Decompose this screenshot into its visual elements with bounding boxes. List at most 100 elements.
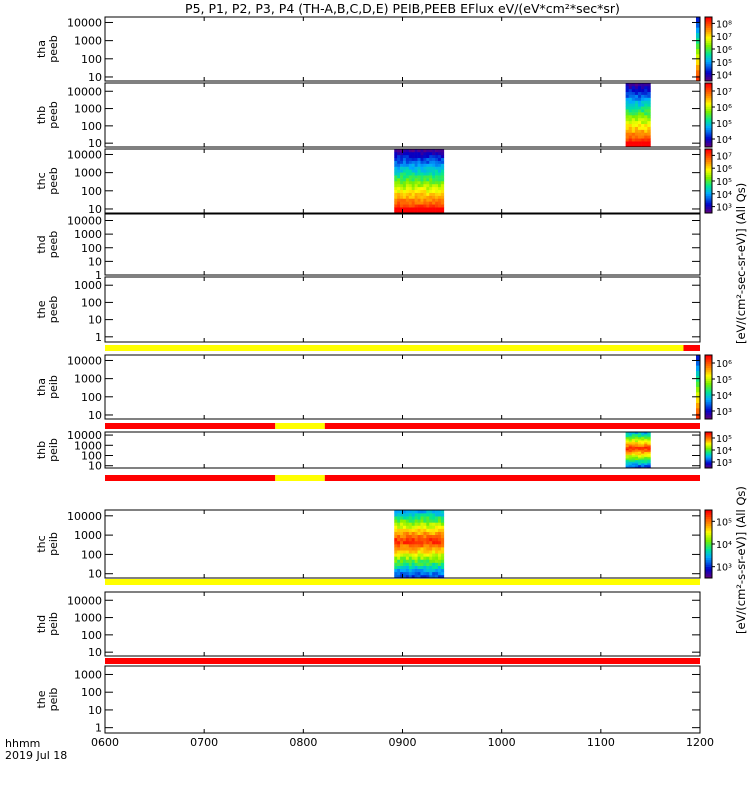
data-cell xyxy=(440,562,445,566)
colorbar-cell xyxy=(705,457,712,459)
data-cell xyxy=(647,115,651,119)
colorbar-cell xyxy=(705,573,712,577)
data-cell xyxy=(414,178,418,182)
probe-label: thb xyxy=(35,441,48,459)
data-cell xyxy=(414,204,418,208)
data-cell xyxy=(405,537,410,542)
data-cell xyxy=(394,571,398,576)
data-cell xyxy=(405,522,410,526)
data-cell xyxy=(625,433,630,436)
y-tick-label: 1000 xyxy=(74,167,102,180)
data-cell xyxy=(408,513,413,517)
data-cell xyxy=(397,550,401,554)
data-cell xyxy=(420,195,424,199)
colorbar-cell xyxy=(705,202,712,205)
flag-bar-thc-peib xyxy=(105,579,700,585)
data-cell xyxy=(625,459,630,462)
data-cell xyxy=(696,65,700,71)
colorbar-cell xyxy=(705,458,712,460)
data-cell xyxy=(631,103,636,107)
data-cell xyxy=(625,450,630,452)
data-cell xyxy=(696,365,700,372)
data-cell xyxy=(647,445,651,448)
data-cell xyxy=(402,513,407,517)
data-cell xyxy=(638,450,642,452)
data-cell xyxy=(408,189,413,193)
colorbar-tick-label: 10⁶ xyxy=(716,103,732,114)
data-cell xyxy=(402,519,407,523)
y-tick-label: 100 xyxy=(81,629,102,642)
data-cell xyxy=(394,540,398,545)
data-cell xyxy=(631,135,636,139)
data-cell xyxy=(423,531,427,536)
data-cell xyxy=(641,109,645,113)
data-cell xyxy=(408,186,413,191)
colorbar-cell xyxy=(705,553,712,556)
data-cell xyxy=(628,433,633,436)
data-cell xyxy=(414,565,418,570)
y-tick-label: 10000 xyxy=(67,16,102,29)
data-cell xyxy=(631,445,636,448)
data-cell xyxy=(426,525,430,529)
data-cell xyxy=(437,510,442,514)
data-cell xyxy=(432,568,436,573)
data-cell xyxy=(647,441,651,444)
data-cell xyxy=(440,175,445,179)
instrument-label: peib xyxy=(47,688,60,712)
y-tick-label: 100 xyxy=(81,242,102,255)
colorbar-cell xyxy=(705,546,712,549)
data-cell xyxy=(408,537,413,542)
data-cell xyxy=(628,144,633,148)
data-cell xyxy=(420,178,424,182)
data-cell xyxy=(634,129,639,133)
x-axis-label-hhmm: hhmm xyxy=(5,737,41,750)
colorbar-cell xyxy=(705,74,712,78)
data-cell xyxy=(411,151,415,156)
colorbar-cell xyxy=(705,17,712,20)
data-cell xyxy=(420,519,424,523)
data-cell xyxy=(437,183,442,188)
colorbar-cell xyxy=(705,374,712,377)
data-cell xyxy=(417,565,421,570)
data-cell xyxy=(423,513,427,517)
y-tick-label: 100 xyxy=(81,391,102,404)
data-cell xyxy=(696,70,700,76)
data-cell xyxy=(394,195,398,199)
data-cell xyxy=(625,466,630,469)
colorbar-cell xyxy=(705,195,712,199)
data-cell xyxy=(644,463,648,466)
y-tick-label: 10 xyxy=(88,314,102,327)
data-cell xyxy=(394,544,398,548)
data-cell xyxy=(411,568,415,573)
data-cell xyxy=(400,510,404,514)
colorbar-cell xyxy=(705,87,712,90)
data-cell xyxy=(411,516,415,520)
data-cell xyxy=(400,540,404,545)
colorbar-cell xyxy=(705,397,712,401)
data-cell xyxy=(647,103,651,107)
panel-tha-peeb: 10 100 1000 10000 tha peeb 10⁴ 10⁵ 10⁶ 10⁷ 10⁸ xyxy=(35,16,732,84)
data-cell xyxy=(414,544,418,548)
data-cell xyxy=(625,141,630,145)
data-cell xyxy=(641,141,645,145)
colorbar-cell xyxy=(705,115,712,118)
data-cell xyxy=(394,149,398,153)
data-cell xyxy=(417,547,421,551)
colorbar-cell xyxy=(705,441,712,444)
data-cell xyxy=(426,556,430,560)
data-cell xyxy=(402,571,407,576)
data-cell xyxy=(402,574,407,579)
data-cell xyxy=(435,553,439,557)
data-cell xyxy=(397,574,401,579)
data-cell xyxy=(634,448,639,451)
data-cell xyxy=(426,160,430,164)
data-cell xyxy=(437,192,442,196)
data-cell xyxy=(417,201,421,205)
data-cell xyxy=(628,453,633,456)
data-cell xyxy=(440,183,445,188)
y-tick-label: 10 xyxy=(88,646,102,659)
data-cell xyxy=(423,149,427,153)
data-cell xyxy=(647,88,651,93)
data-cell xyxy=(647,466,651,469)
data-cell xyxy=(402,175,407,179)
